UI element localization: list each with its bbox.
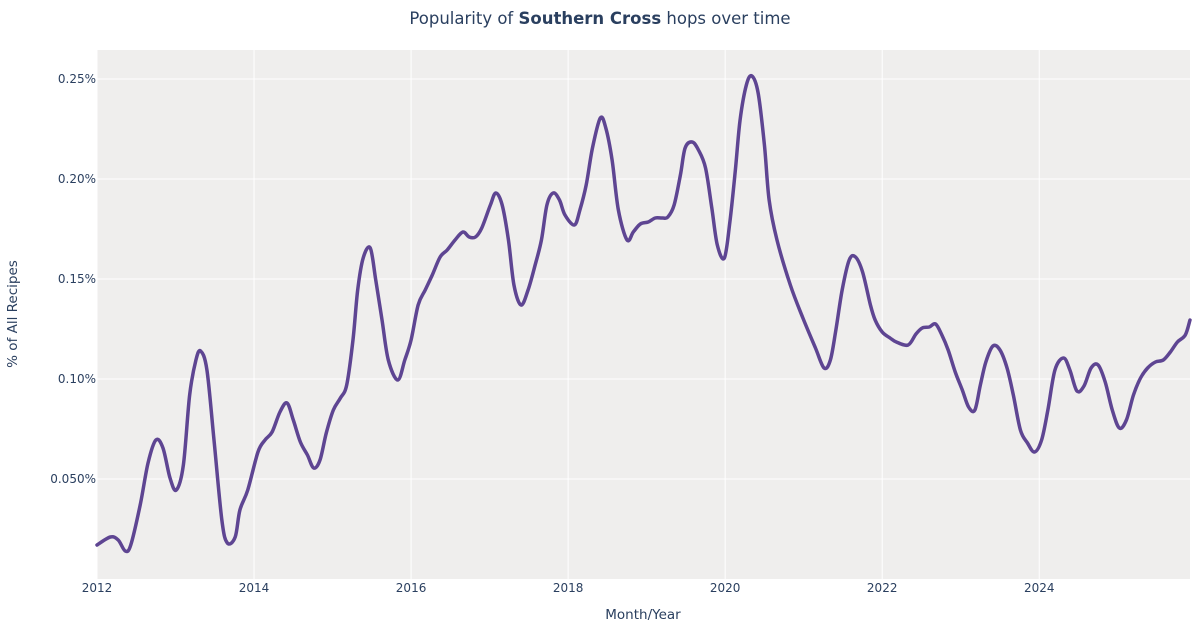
y-tick-label: 0.25%	[58, 72, 96, 86]
tick-labels: 2012 2014 2016 2018 2020 2022 2024 0.050% 0.10% 0…	[50, 72, 1054, 595]
x-tick-label: 2024	[1024, 581, 1055, 595]
x-tick-label: 2018	[553, 581, 584, 595]
x-tick-label: 2012	[82, 581, 113, 595]
y-tick-label: 0.15%	[58, 272, 96, 286]
y-axis-label: % of All Recipes	[5, 260, 21, 368]
x-tick-label: 2020	[710, 581, 741, 595]
x-tick-label: 2022	[867, 581, 898, 595]
series-line	[95, 73, 1192, 554]
y-tick-label: 0.20%	[58, 172, 96, 186]
y-tick-label: 0.050%	[50, 472, 96, 486]
x-axis-label: Month/Year	[605, 607, 681, 623]
gridlines	[96, 50, 1190, 579]
plot-area	[97, 50, 1190, 579]
x-tick-label: 2014	[239, 581, 270, 595]
chart-title: Popularity of Southern Cross hops over t…	[409, 9, 791, 28]
y-tick-label: 0.10%	[58, 372, 96, 386]
x-tick-label: 2016	[396, 581, 427, 595]
